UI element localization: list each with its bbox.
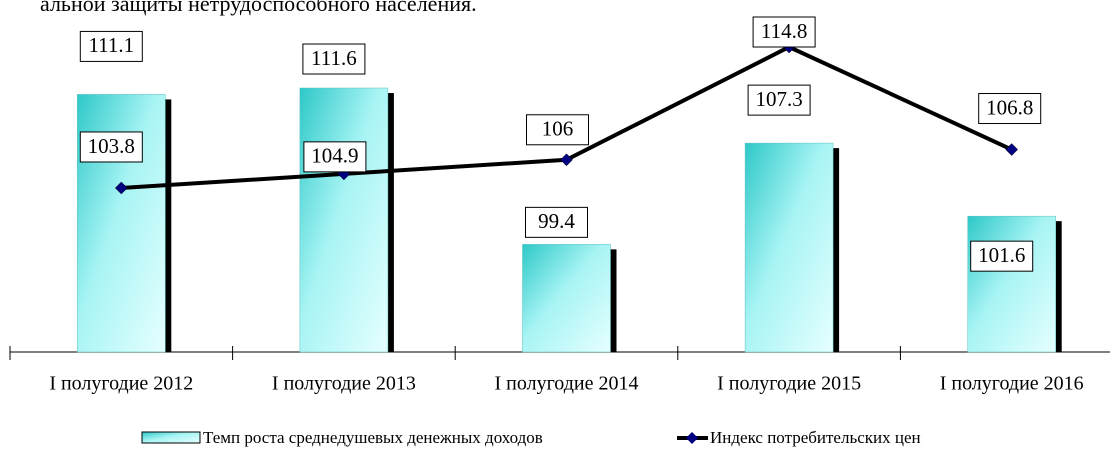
bar-value-label-box bbox=[970, 240, 1034, 272]
bar-value-label-box bbox=[302, 43, 366, 75]
line-value-label-box bbox=[79, 131, 143, 163]
line-value-label: 106.8 bbox=[986, 95, 1033, 119]
bar-value-label: 111.6 bbox=[311, 46, 357, 70]
bar-shadow bbox=[165, 99, 172, 352]
line-value-label: 103.8 bbox=[88, 134, 135, 158]
bar-shadow bbox=[833, 148, 840, 352]
chart-title: альной защиты нетрудоспособного населени… bbox=[40, 0, 477, 16]
bar-value-label: 101.6 bbox=[978, 243, 1025, 267]
bar-value-label: 107.3 bbox=[755, 87, 802, 111]
x-tick-label: I полугодие 2012 bbox=[49, 373, 193, 395]
line-marker bbox=[560, 153, 573, 167]
bar bbox=[299, 87, 389, 353]
x-tick-label: I полугодие 2015 bbox=[717, 373, 861, 395]
line-value-label-box bbox=[752, 16, 816, 48]
bar-shadow bbox=[1055, 221, 1062, 352]
legend-swatch bbox=[141, 431, 201, 444]
x-tick-label: I полугодие 2014 bbox=[495, 373, 639, 395]
bar-value-label: 99.4 bbox=[538, 209, 575, 233]
line-marker bbox=[1005, 143, 1019, 156]
x-tick-label: I полугодие 2013 bbox=[272, 373, 416, 395]
legend-marker bbox=[686, 432, 698, 444]
line-value-label: 106 bbox=[542, 117, 574, 141]
line-value-label: 114.8 bbox=[761, 19, 807, 43]
bar-value-label: 111.1 bbox=[88, 33, 134, 57]
line-value-label: 104.9 bbox=[311, 144, 358, 168]
x-tick-label: I полугодие 2016 bbox=[940, 373, 1084, 395]
bar bbox=[744, 142, 834, 353]
bar-value-label-box bbox=[79, 30, 143, 62]
legend-label: Темп роста среднедушевых денежных доходо… bbox=[203, 428, 543, 447]
bar-value-label-box bbox=[747, 84, 811, 116]
line-value-label-box bbox=[526, 114, 589, 146]
bar-value-label-box bbox=[525, 206, 588, 238]
bar bbox=[967, 215, 1056, 353]
line-marker bbox=[114, 181, 128, 195]
legend-label: Индекс потребительских цен bbox=[710, 428, 921, 447]
bar-shadow bbox=[387, 93, 394, 352]
bar-shadow bbox=[610, 249, 617, 352]
line-value-label-box bbox=[978, 93, 1042, 125]
line-value-label-box bbox=[303, 141, 367, 173]
bar bbox=[522, 244, 611, 353]
